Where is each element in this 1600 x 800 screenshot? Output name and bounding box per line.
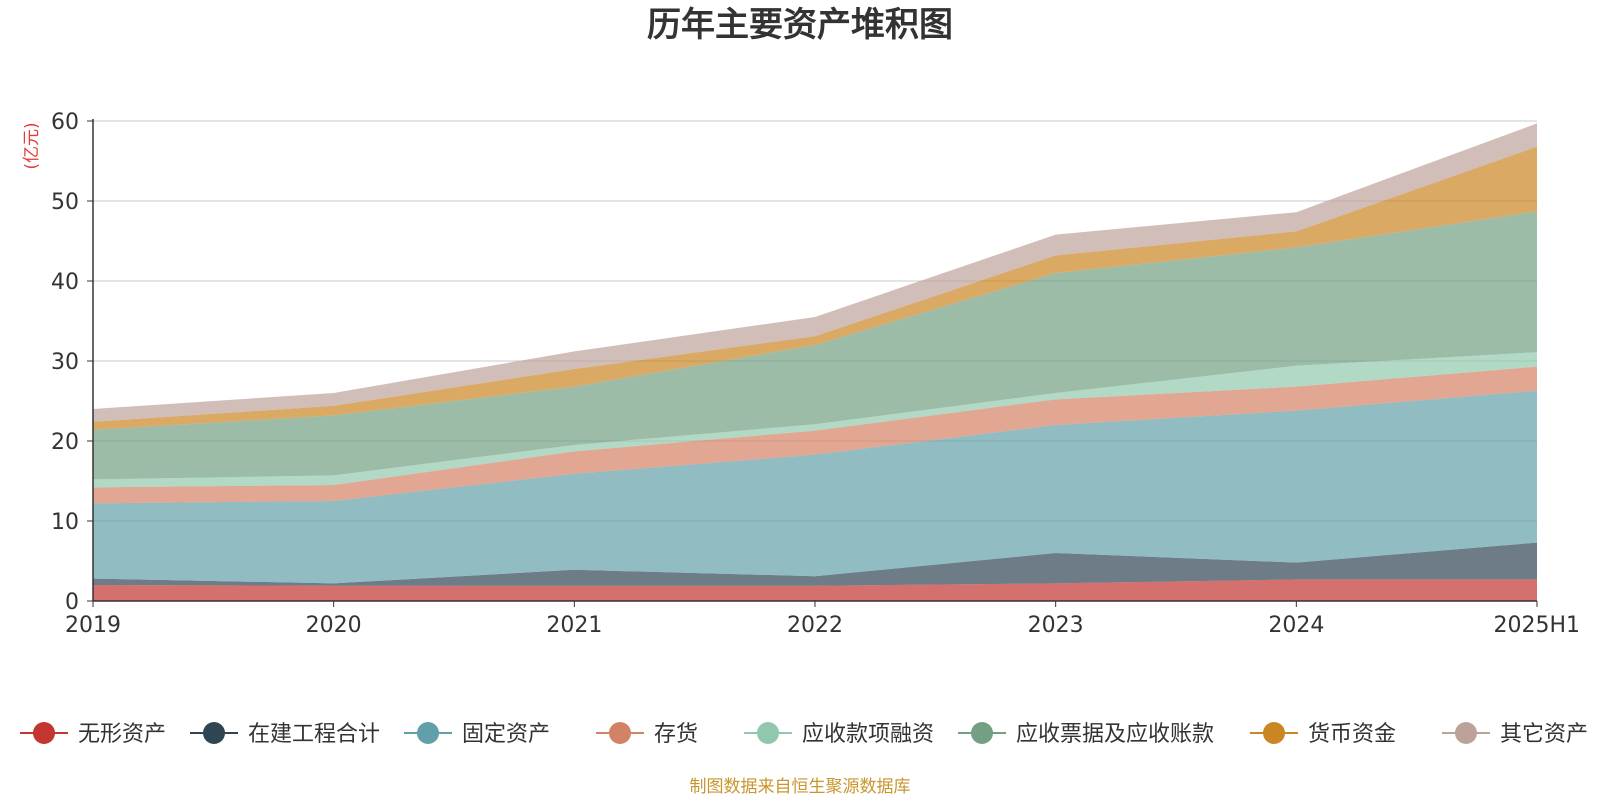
y-tick-label: 30: [51, 350, 79, 375]
legend-item[interactable]: 在建工程合计: [190, 722, 380, 747]
area-series-1: [93, 542, 1537, 586]
legend-item[interactable]: 固定资产: [404, 722, 550, 747]
x-tick-label: 2024: [1268, 613, 1324, 638]
legend-label: 在建工程合计: [248, 722, 380, 747]
legend-item[interactable]: 存货: [596, 722, 698, 747]
area-series-3: [93, 366, 1537, 504]
legend-label: 货币资金: [1308, 722, 1396, 747]
legend-label: 存货: [654, 722, 698, 747]
area-series-0: [93, 579, 1537, 601]
y-tick-label: 50: [51, 190, 79, 215]
legend-label: 无形资产: [78, 722, 166, 747]
legend-dot-icon: [33, 722, 55, 744]
x-tick-label: 2023: [1028, 613, 1084, 638]
legend-dot-icon: [757, 722, 779, 744]
chart-title: 历年主要资产堆积图: [647, 5, 953, 45]
x-tick-label: 2025H1: [1493, 613, 1580, 638]
y-axis-unit: (亿元): [22, 122, 42, 169]
legend-dot-icon: [417, 722, 439, 744]
y-tick-label: 40: [51, 270, 79, 295]
legend-label: 固定资产: [462, 722, 550, 747]
area-series-2: [93, 390, 1537, 584]
y-tick-label: 60: [51, 110, 79, 135]
legend-item[interactable]: 应收款项融资: [744, 722, 934, 747]
x-tick-label: 2020: [306, 613, 362, 638]
source-note: 制图数据来自恒生聚源数据库: [690, 777, 911, 797]
legend-item[interactable]: 无形资产: [20, 722, 166, 747]
legend-dot-icon: [1263, 722, 1285, 744]
legend-dot-icon: [203, 722, 225, 744]
legend-label: 应收票据及应收账款: [1016, 722, 1214, 747]
y-tick-label: 20: [51, 430, 79, 455]
area-series-5: [93, 211, 1537, 480]
legend[interactable]: 无形资产 在建工程合计 固定资产 存货 应收款项融资 应收票据及应收账款 货币资金 其它资产: [20, 722, 1588, 747]
legend-item[interactable]: 应收票据及应收账款: [958, 722, 1214, 747]
x-tick-label: 2019: [65, 613, 121, 638]
legend-dot-icon: [971, 722, 993, 744]
legend-label: 应收款项融资: [802, 722, 934, 747]
x-tick-label: 2021: [546, 613, 602, 638]
area-series-4: [93, 352, 1537, 488]
legend-label: 其它资产: [1500, 722, 1588, 747]
axes: 0 10 20 30 40 50 60 2019 2020 2021 2022 2023 2024 202…: [51, 110, 1580, 638]
area-series: [93, 123, 1537, 601]
legend-item[interactable]: 货币资金: [1250, 722, 1396, 747]
y-tick-label: 10: [51, 510, 79, 535]
legend-dot-icon: [609, 722, 631, 744]
legend-item[interactable]: 其它资产: [1442, 722, 1588, 747]
x-tick-label: 2022: [787, 613, 843, 638]
y-tick-label: 0: [65, 590, 79, 615]
legend-dot-icon: [1455, 722, 1477, 744]
